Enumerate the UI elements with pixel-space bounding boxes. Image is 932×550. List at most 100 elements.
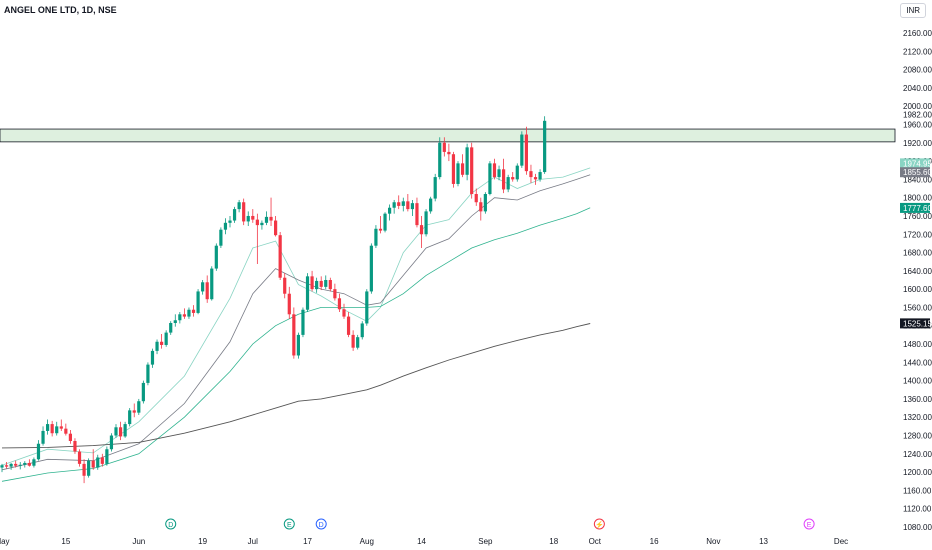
candle-body[interactable] (150, 350, 155, 365)
candle-body[interactable] (214, 245, 218, 269)
candle-body[interactable] (55, 426, 59, 434)
candle-body[interactable] (378, 228, 383, 231)
candle-body[interactable] (155, 341, 159, 351)
candle-body[interactable] (392, 202, 396, 208)
candle-body[interactable] (205, 282, 209, 300)
candle-body[interactable] (191, 309, 196, 313)
candle-body[interactable] (196, 291, 200, 313)
candle-body[interactable] (319, 280, 323, 287)
candle-body[interactable] (483, 194, 487, 212)
candle-body[interactable] (474, 194, 478, 203)
candle-body[interactable] (173, 320, 177, 323)
candle-body[interactable] (219, 229, 223, 246)
candle-body[interactable] (210, 268, 214, 300)
candle-body[interactable] (141, 382, 145, 402)
candle-body[interactable] (14, 463, 18, 466)
candle-body[interactable] (538, 172, 542, 180)
candle-body[interactable] (369, 245, 373, 292)
candle-body[interactable] (333, 289, 337, 299)
candle-body[interactable] (524, 134, 528, 172)
candle-body[interactable] (315, 280, 319, 290)
candle-body[interactable] (27, 462, 31, 466)
candle-body[interactable] (18, 464, 22, 466)
candle-body[interactable] (255, 219, 259, 226)
candle-body[interactable] (137, 401, 141, 413)
candle-body[interactable] (342, 309, 346, 317)
candle-body[interactable] (479, 202, 483, 212)
candle-body[interactable] (223, 222, 228, 230)
candle-body[interactable] (442, 142, 446, 152)
candle-body[interactable] (73, 441, 77, 452)
resistance-zone[interactable] (0, 128, 896, 143)
candle-body[interactable] (383, 213, 387, 231)
candle-body[interactable] (9, 463, 13, 467)
candle-body[interactable] (492, 163, 497, 178)
candle-body[interactable] (433, 177, 437, 199)
candle-body[interactable] (232, 209, 237, 221)
candle-body[interactable] (529, 171, 533, 178)
candle-body[interactable] (506, 177, 510, 190)
candle-body[interactable] (497, 169, 501, 178)
candle-body[interactable] (415, 203, 419, 226)
candle-body[interactable] (82, 463, 86, 476)
candle-body[interactable] (397, 202, 401, 206)
candle-body[interactable] (182, 314, 186, 317)
earnings-icon[interactable]: E (283, 518, 295, 530)
candle-body[interactable] (32, 459, 36, 466)
earnings-upcoming-icon[interactable]: E (803, 518, 815, 530)
candle-body[interactable] (246, 215, 250, 222)
candle-body[interactable] (520, 134, 524, 166)
candle-body[interactable] (36, 443, 41, 460)
candle-body[interactable] (374, 228, 378, 246)
candle-body[interactable] (237, 202, 241, 210)
dividend-icon[interactable]: D (165, 518, 177, 530)
candle-body[interactable] (511, 177, 515, 180)
candle-body[interactable] (100, 457, 104, 464)
candle-body[interactable] (68, 433, 72, 442)
candle-body[interactable] (187, 309, 191, 317)
candle-body[interactable] (488, 163, 492, 195)
candle-body[interactable] (470, 147, 474, 195)
candle-body[interactable] (465, 147, 469, 175)
candle-body[interactable] (356, 337, 360, 348)
candle-body[interactable] (178, 314, 182, 321)
candle-body[interactable] (346, 316, 351, 335)
candle-body[interactable] (406, 201, 410, 210)
dividend-icon-2[interactable]: D (315, 518, 327, 530)
candle-body[interactable] (96, 457, 100, 468)
candle-body[interactable] (388, 207, 392, 214)
candle-body[interactable] (351, 334, 355, 348)
candle-body[interactable] (274, 220, 278, 236)
candle-body[interactable] (123, 424, 127, 437)
candle-body[interactable] (41, 430, 45, 444)
candle-body[interactable] (109, 435, 114, 450)
candle-body[interactable] (201, 282, 205, 292)
candle-body[interactable] (64, 428, 68, 434)
candle-body[interactable] (401, 201, 405, 206)
candle-body[interactable] (260, 222, 264, 226)
candle-body[interactable] (438, 142, 442, 178)
candle-body[interactable] (242, 202, 246, 222)
candle-body[interactable] (87, 460, 91, 476)
candle-body[interactable] (456, 163, 460, 184)
candle-body[interactable] (287, 293, 291, 315)
candle-body[interactable] (105, 449, 109, 464)
candle-body[interactable] (50, 424, 54, 434)
candle-body[interactable] (305, 276, 310, 310)
candle-body[interactable] (296, 334, 300, 356)
candle-body[interactable] (164, 332, 168, 345)
candle-body[interactable] (23, 462, 27, 465)
candle-body[interactable] (502, 169, 506, 190)
candle-body[interactable] (146, 364, 150, 383)
candle-body[interactable] (301, 309, 305, 335)
candle-body[interactable] (132, 410, 136, 413)
candle-body[interactable] (4, 465, 9, 467)
candle-body[interactable] (337, 298, 342, 310)
candle-body[interactable] (365, 291, 369, 324)
candle-body[interactable] (533, 177, 538, 180)
candle-body[interactable] (429, 198, 433, 212)
candle-body[interactable] (419, 225, 424, 235)
candle-body[interactable] (451, 154, 456, 184)
candle-body[interactable] (59, 426, 63, 429)
